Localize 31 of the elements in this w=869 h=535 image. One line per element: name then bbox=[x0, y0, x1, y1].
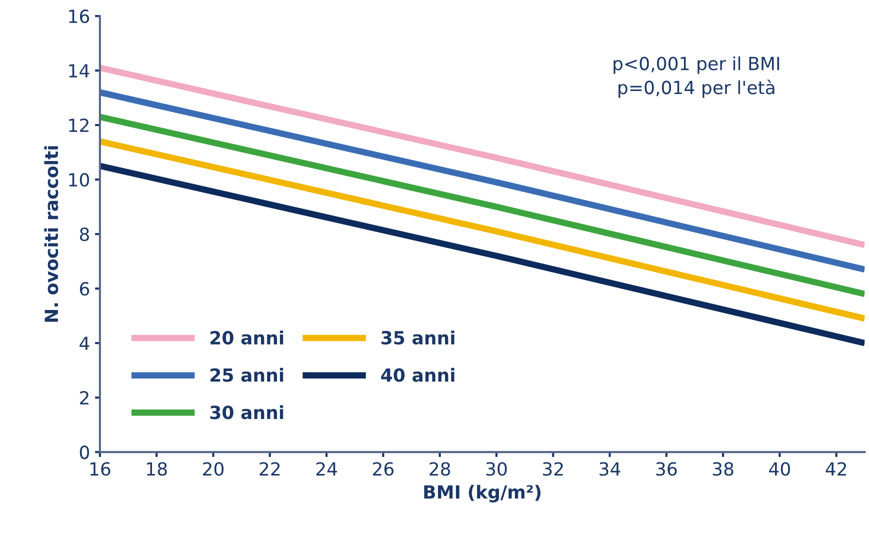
x-tick-label: 28 bbox=[430, 462, 450, 476]
legend-label: 25 anni bbox=[210, 368, 284, 382]
legend-label: 20 anni bbox=[210, 330, 284, 345]
x-tick-label: 42 bbox=[826, 462, 846, 476]
x-tick-label: 26 bbox=[373, 462, 394, 476]
x-tick-label: 18 bbox=[147, 462, 167, 476]
x-axis-title: BMI (kg/m²) bbox=[424, 484, 540, 502]
y-tick-label: 12 bbox=[69, 118, 88, 132]
y-tick-label: 8 bbox=[80, 228, 89, 242]
y-tick-label: 14 bbox=[69, 64, 90, 78]
annotation: p<0,001 per il BMI p=0,014 per l'età bbox=[614, 56, 780, 98]
y-tick-label: 2 bbox=[80, 391, 88, 404]
y-tick-label: 16 bbox=[69, 10, 90, 24]
x-tick-label: 34 bbox=[600, 462, 620, 476]
y-tick-label: 10 bbox=[69, 173, 90, 187]
x-tick-label: 22 bbox=[260, 462, 280, 476]
y-axis-title: N. ovociti raccolti bbox=[44, 146, 58, 322]
y-tick-label: 4 bbox=[80, 336, 90, 350]
x-tick-label: 40 bbox=[769, 462, 790, 476]
x-tick-label: 36 bbox=[656, 462, 677, 476]
legend-label: 35 anni bbox=[382, 330, 454, 345]
x-tick-label: 20 bbox=[203, 462, 224, 476]
y-tick-label: 0 bbox=[80, 446, 90, 460]
x-tick-label: 32 bbox=[542, 462, 563, 476]
x-tick-label: 38 bbox=[712, 462, 734, 476]
legend-label: 40 anni bbox=[381, 368, 454, 382]
x-tick-label: 30 bbox=[486, 462, 507, 476]
x-tick-label: 24 bbox=[316, 462, 337, 476]
y-tick-label: 6 bbox=[80, 282, 90, 296]
x-tick-label: 16 bbox=[90, 462, 110, 476]
legend-label: 30 anni bbox=[210, 405, 284, 420]
